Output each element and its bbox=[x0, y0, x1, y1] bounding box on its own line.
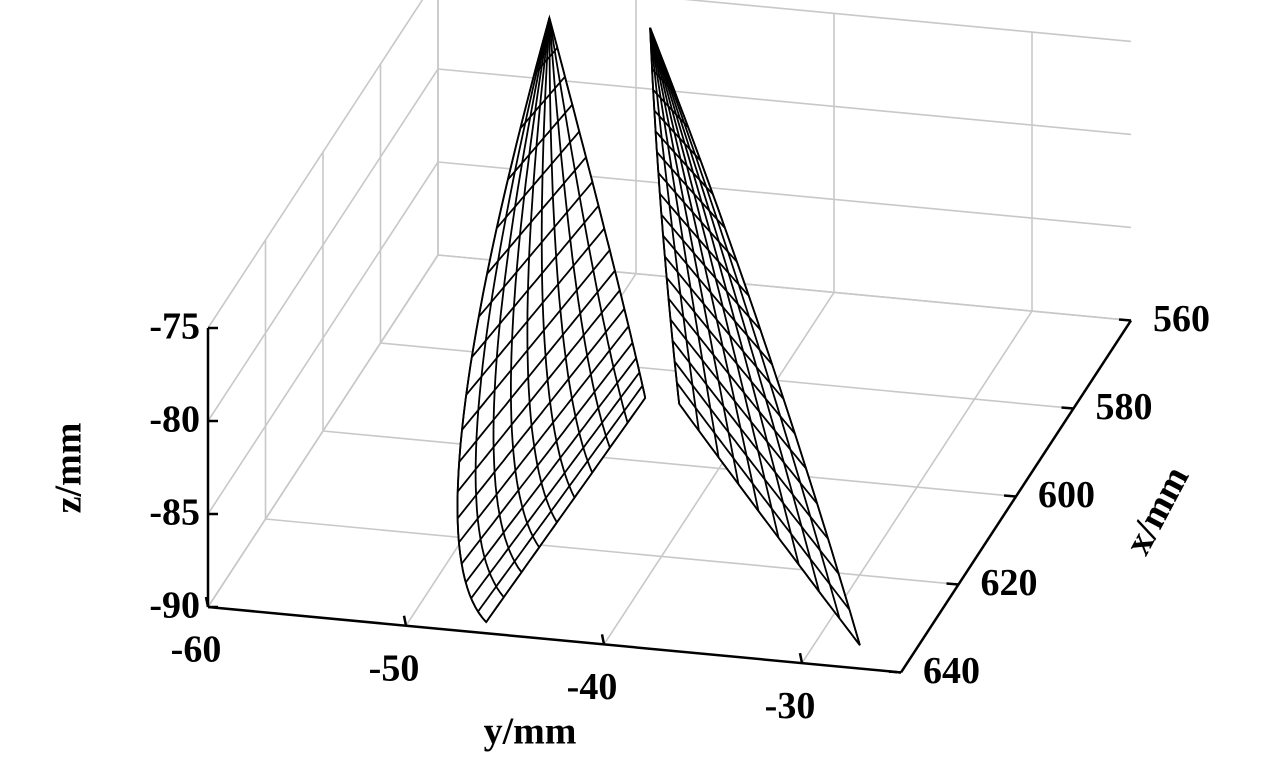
floor-grid-line bbox=[265, 518, 959, 586]
floor-grid-line bbox=[322, 430, 1017, 498]
z-axis-label: z/mm bbox=[48, 423, 90, 514]
side-grid-line bbox=[207, 0, 424, 329]
mesh-line bbox=[654, 130, 714, 195]
mesh-line bbox=[673, 361, 840, 575]
mesh-line bbox=[461, 249, 611, 431]
y-tick bbox=[600, 634, 606, 645]
mesh-line bbox=[460, 342, 634, 565]
mesh-line bbox=[662, 235, 773, 365]
mesh-line bbox=[667, 297, 807, 470]
mesh-line bbox=[650, 47, 664, 62]
mesh-line bbox=[665, 276, 796, 435]
mesh-line bbox=[651, 68, 677, 95]
y-tick bbox=[204, 596, 210, 608]
mesh-line bbox=[496, 130, 580, 229]
y-axis-label: y/mm bbox=[484, 711, 577, 753]
mesh-line bbox=[464, 357, 637, 583]
y-axis bbox=[207, 605, 902, 674]
mesh-line bbox=[458, 325, 630, 543]
y-tick-label: -60 bbox=[171, 629, 222, 671]
mesh-line bbox=[470, 371, 641, 599]
mesh-line bbox=[652, 89, 689, 128]
z-tick-label: -75 bbox=[149, 306, 200, 348]
mesh-line bbox=[659, 193, 750, 297]
mesh-line bbox=[664, 255, 785, 400]
x-tick-label: 640 bbox=[923, 650, 980, 692]
mesh-line bbox=[456, 308, 626, 519]
mesh-line bbox=[671, 340, 829, 540]
side-grid-line bbox=[207, 161, 439, 515]
z-tick-label: -85 bbox=[149, 492, 200, 534]
mesh-line bbox=[485, 397, 646, 623]
x-tick bbox=[1003, 494, 1017, 498]
mesh-line bbox=[456, 289, 621, 493]
mesh-line bbox=[669, 318, 818, 505]
back-grid-line bbox=[683, 0, 1132, 43]
mesh-line bbox=[478, 181, 594, 318]
mesh-line bbox=[533, 47, 559, 76]
x-tick-label: 580 bbox=[1096, 386, 1153, 428]
side-grid-line bbox=[207, 68, 439, 422]
x-tick-label: 620 bbox=[981, 562, 1038, 604]
z-tick-label: -90 bbox=[149, 585, 200, 627]
x-tick-label: 560 bbox=[1153, 298, 1210, 340]
mesh-line bbox=[676, 382, 851, 611]
x-tick bbox=[946, 582, 959, 586]
mesh-line bbox=[486, 156, 587, 275]
mesh-line bbox=[656, 151, 726, 229]
y-tick bbox=[402, 615, 408, 626]
y-tick-label: -40 bbox=[567, 666, 618, 708]
surface-layer bbox=[456, 14, 861, 646]
mesh-line bbox=[660, 214, 762, 331]
y-tick-label: -30 bbox=[765, 685, 816, 727]
y-tick-label: -50 bbox=[369, 647, 420, 689]
mesh-line bbox=[471, 205, 600, 358]
mesh-line bbox=[657, 172, 738, 263]
mesh-line bbox=[458, 270, 616, 463]
z-tick-label: -80 bbox=[149, 399, 200, 441]
x-tick bbox=[888, 670, 902, 674]
mesh-line bbox=[653, 109, 702, 162]
mesh-line bbox=[519, 76, 566, 129]
x-tick-label: 600 bbox=[1038, 474, 1095, 516]
y-tick bbox=[798, 652, 804, 664]
x-tick bbox=[1118, 318, 1132, 322]
axes-layer: -90 -85 -80 -75 -60 -50 -40 -30 560 580 600 620 640 bbox=[149, 298, 1210, 727]
mesh-line bbox=[465, 227, 605, 396]
mesh-line bbox=[507, 104, 573, 181]
side-grid-line bbox=[207, 254, 439, 608]
mesh-line bbox=[477, 385, 644, 613]
x-tick bbox=[1061, 406, 1074, 410]
mesh-line bbox=[678, 403, 861, 646]
